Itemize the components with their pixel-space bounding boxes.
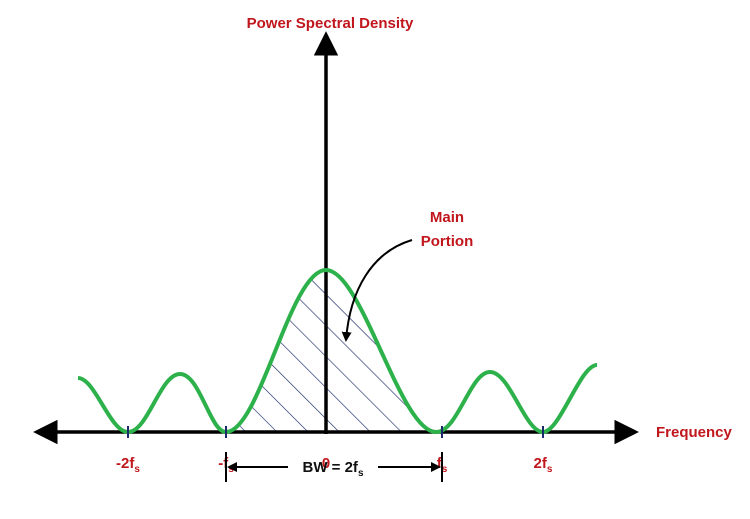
tick-marks: [127, 426, 544, 438]
title: Power Spectral Density: [247, 15, 414, 32]
tick-label: 2fs: [534, 455, 553, 475]
annotation-line1: Main: [430, 209, 464, 226]
bandwidth-label: BW = 2fs: [303, 459, 364, 479]
annotation-arrow: [341, 239, 413, 342]
main-lobe-hatch: [226, 270, 436, 432]
tick-label: 0: [322, 455, 330, 472]
tick-label: -2fs: [116, 455, 140, 475]
annotation-line2: Portion: [421, 233, 474, 250]
x-axis-label: Frequency: [656, 424, 733, 441]
bandwidth-bracket: [225, 452, 443, 482]
psd-curve: [77, 267, 598, 435]
